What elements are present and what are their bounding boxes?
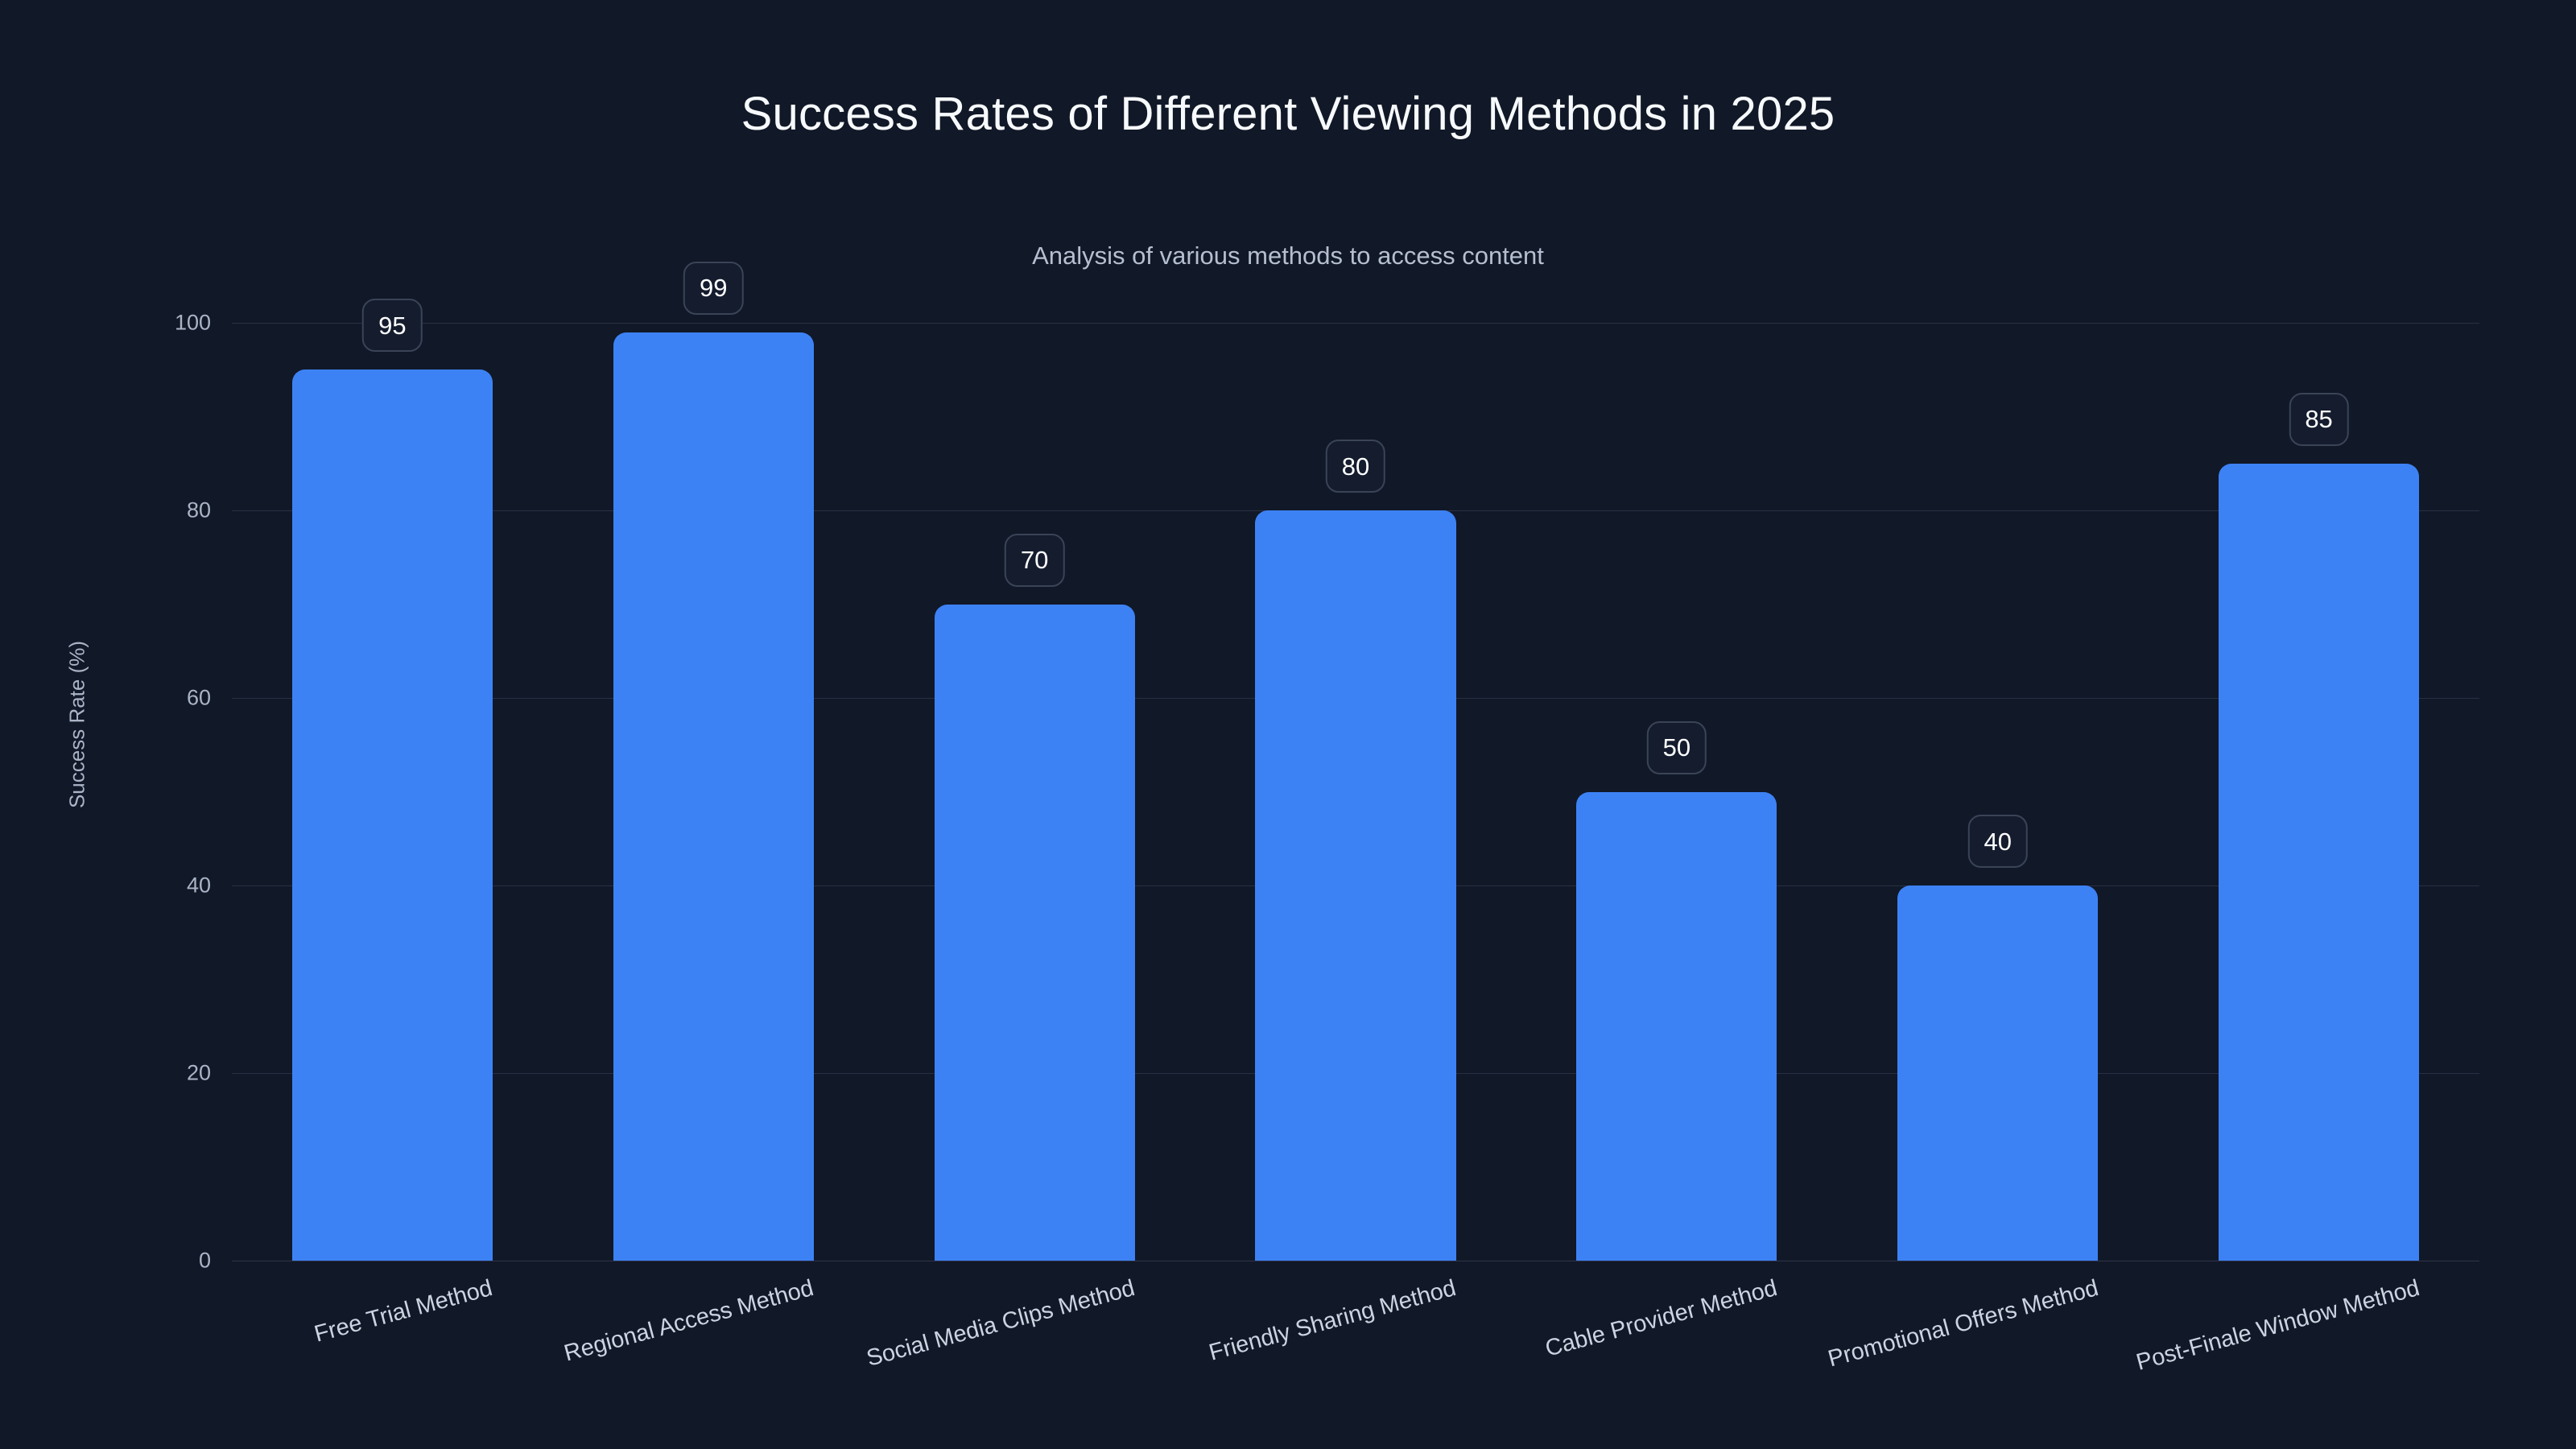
y-axis-tick-label: 0 <box>198 1248 211 1273</box>
bar[interactable] <box>613 332 814 1261</box>
bar[interactable] <box>2218 463 2420 1261</box>
y-axis-tick-label: 80 <box>186 497 211 522</box>
chart-subtitle: Analysis of various methods to access co… <box>1032 242 1544 270</box>
bar-value-label: 80 <box>1325 440 1386 493</box>
bar[interactable] <box>934 604 1135 1261</box>
x-axis-tick-label: Cable Provider Method <box>1542 1275 1780 1362</box>
bars-layer <box>232 323 2479 1261</box>
bar[interactable] <box>1576 791 1777 1261</box>
x-axis-tick-label: Social Media Clips Method <box>864 1275 1138 1372</box>
bar-value-label: 95 <box>362 299 423 353</box>
y-axis-title: Success Rate (%) <box>64 640 89 809</box>
x-axis-tick-label: Free Trial Method <box>312 1275 496 1348</box>
bar-value-label: 40 <box>1967 815 2028 868</box>
bar-value-label: 85 <box>2289 392 2349 446</box>
x-axis-tick-label: Post-Finale Window Method <box>2132 1275 2422 1376</box>
bar-value-label: 70 <box>1004 533 1065 587</box>
y-axis-tick-label: 40 <box>186 873 211 898</box>
y-axis-tick-label: 60 <box>186 685 211 710</box>
gridline <box>232 323 2479 324</box>
x-axis-tick-label: Promotional Offers Method <box>1825 1275 2101 1373</box>
bar[interactable] <box>1255 510 1456 1261</box>
x-axis-tick-label: Friendly Sharing Method <box>1206 1275 1459 1366</box>
y-axis-tick-label: 100 <box>174 310 211 335</box>
x-axis-tick-label: Regional Access Method <box>561 1275 817 1367</box>
bar[interactable] <box>291 369 493 1261</box>
page-title: Success Rates of Different Viewing Metho… <box>741 88 1835 140</box>
y-axis-tick-label: 20 <box>186 1060 211 1085</box>
bar[interactable] <box>1897 886 2099 1261</box>
bar-value-label: 99 <box>683 261 744 315</box>
bar-value-label: 50 <box>1646 720 1707 774</box>
